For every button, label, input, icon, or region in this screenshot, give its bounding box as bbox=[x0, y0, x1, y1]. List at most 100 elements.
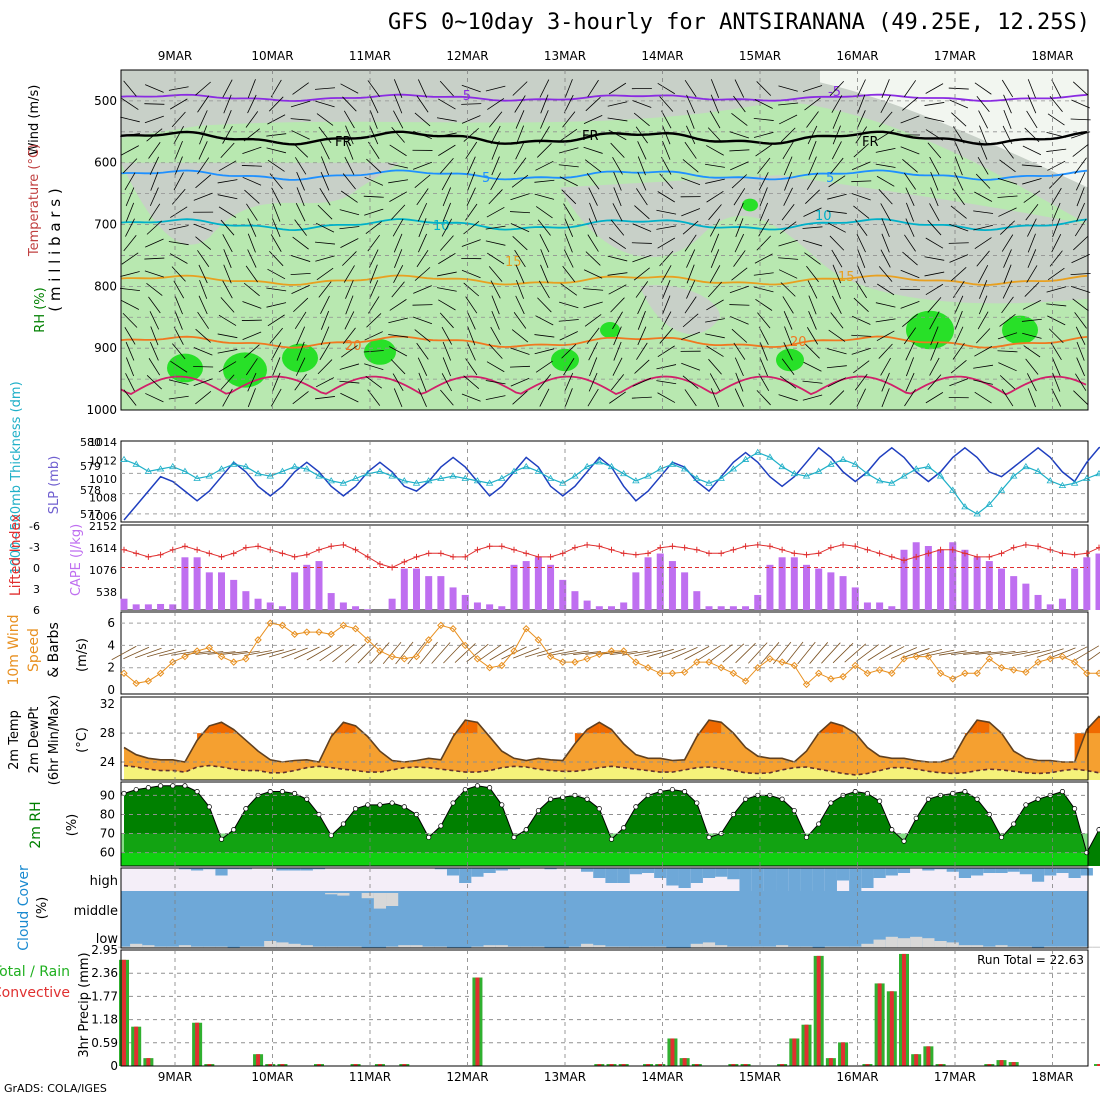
cape-bar bbox=[803, 564, 810, 610]
wind-barb bbox=[828, 329, 846, 342]
wind-barb bbox=[417, 357, 428, 376]
temp-label1: 2m Temp bbox=[7, 710, 22, 770]
wind-barb bbox=[783, 311, 793, 330]
thickness-marker bbox=[254, 469, 262, 477]
wind-barb bbox=[364, 176, 384, 186]
wind-barb bbox=[390, 359, 406, 375]
wind-barb bbox=[563, 94, 574, 114]
li-marker bbox=[1096, 544, 1100, 551]
wind10-marker bbox=[437, 621, 445, 630]
wind-barb bbox=[735, 372, 744, 392]
wind-barb bbox=[1001, 234, 1014, 252]
wind10-marker bbox=[766, 655, 774, 663]
wind-barb bbox=[369, 125, 379, 145]
wind-barb bbox=[997, 195, 1018, 198]
wind-barb bbox=[389, 299, 407, 311]
wind-barb bbox=[854, 373, 868, 391]
wind-barb bbox=[290, 100, 311, 108]
wind-barb bbox=[340, 392, 359, 403]
wind-barb bbox=[851, 315, 871, 325]
thickness-marker bbox=[924, 462, 933, 470]
wind-barb bbox=[491, 310, 500, 330]
thickness-marker bbox=[863, 469, 872, 477]
rh-marker bbox=[377, 802, 383, 808]
precip-tick: 1.18 bbox=[91, 1013, 118, 1027]
wind-barb bbox=[875, 147, 896, 153]
wind-barb bbox=[709, 373, 721, 392]
wind-barb bbox=[731, 267, 748, 281]
li-marker bbox=[511, 546, 517, 553]
wind-barb bbox=[710, 388, 720, 408]
li-marker bbox=[840, 541, 847, 548]
wind10-marker bbox=[705, 658, 713, 666]
rh-marker bbox=[231, 827, 237, 833]
date-label-top: 13MAR bbox=[544, 49, 586, 63]
wind-barb bbox=[804, 252, 821, 265]
wind-barb bbox=[318, 126, 332, 144]
wind10-marker bbox=[339, 621, 348, 630]
wind-barb bbox=[1072, 298, 1089, 312]
date-label-top: 14MAR bbox=[641, 49, 683, 63]
thickness-marker bbox=[766, 453, 774, 460]
wind-barb bbox=[662, 295, 671, 315]
wind-barb bbox=[754, 99, 773, 109]
thickness-marker bbox=[510, 467, 518, 474]
wind-barb bbox=[150, 341, 159, 361]
thickness-marker bbox=[120, 455, 128, 462]
wind-barb bbox=[856, 79, 866, 98]
wind10-marker bbox=[449, 625, 457, 633]
wind-barb bbox=[320, 326, 330, 346]
rh-units: (%) bbox=[65, 814, 80, 837]
cloud-high-bar bbox=[727, 868, 740, 880]
cloud-low-bar bbox=[581, 943, 594, 948]
wind-barb bbox=[366, 158, 382, 173]
wind-barb bbox=[243, 282, 260, 297]
wind-barb bbox=[417, 202, 428, 222]
wind-barb bbox=[881, 79, 890, 98]
wind-barb bbox=[197, 95, 210, 113]
wind-barb bbox=[514, 95, 526, 113]
wind10-barb bbox=[231, 650, 260, 656]
wind10-tick: 2 bbox=[107, 661, 115, 675]
rh-marker bbox=[572, 792, 578, 798]
wind-barb bbox=[487, 252, 505, 265]
cape-bar bbox=[705, 606, 713, 610]
wind-barb bbox=[315, 255, 335, 262]
wind-barb bbox=[979, 280, 988, 299]
wind-barb bbox=[124, 327, 136, 345]
wind-barb bbox=[339, 380, 360, 384]
cloud-low-bar bbox=[215, 946, 228, 948]
rh-marker bbox=[292, 790, 298, 797]
thickness-tick: 577 bbox=[80, 508, 101, 521]
wind-barb bbox=[222, 79, 233, 98]
rh-marker bbox=[353, 806, 359, 812]
wind-barb bbox=[340, 238, 359, 248]
wind-barb bbox=[979, 125, 988, 145]
wind-barb bbox=[144, 103, 165, 105]
cape-bar bbox=[413, 568, 420, 610]
wind-barb bbox=[369, 109, 378, 129]
cloud-low-bar bbox=[1068, 946, 1081, 948]
wind-barb bbox=[560, 283, 578, 296]
cape-bar bbox=[1071, 568, 1079, 610]
dew-area bbox=[124, 765, 1100, 780]
cloud-high-bar bbox=[203, 868, 216, 870]
thickness-marker bbox=[229, 460, 238, 467]
cape-bar bbox=[522, 561, 530, 610]
wind-barb bbox=[463, 375, 480, 389]
cloud-low-bar bbox=[690, 943, 703, 948]
thickness-marker bbox=[936, 472, 945, 479]
li-marker bbox=[364, 553, 371, 560]
cape-bar bbox=[1034, 594, 1042, 610]
precip-conv-bar bbox=[694, 1064, 699, 1066]
wind-barb bbox=[318, 281, 332, 298]
wind10-barb bbox=[760, 642, 780, 664]
rh-marker bbox=[1096, 827, 1100, 833]
cloud-high-bar bbox=[678, 868, 691, 888]
wind-barb bbox=[168, 395, 189, 400]
date-label-top: 11MAR bbox=[349, 49, 391, 63]
wind-barb bbox=[855, 280, 867, 299]
contour-label: -5 bbox=[828, 85, 841, 100]
wind-barb bbox=[314, 87, 336, 90]
wind-barb bbox=[197, 311, 210, 329]
